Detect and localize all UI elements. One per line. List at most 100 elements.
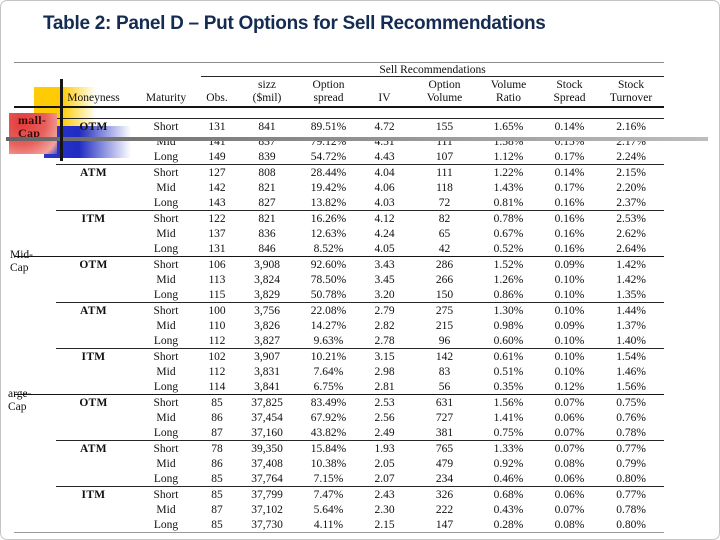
cell: OTM bbox=[79, 120, 108, 133]
cell: 12.63% bbox=[310, 227, 347, 240]
cell: 7.47% bbox=[301, 486, 356, 502]
cell: ITM bbox=[56, 348, 131, 364]
cell: 0.78% bbox=[476, 210, 541, 226]
cell: 0.43% bbox=[493, 503, 524, 516]
cell: 4.43 bbox=[374, 150, 395, 163]
cell: 821 bbox=[233, 210, 301, 226]
cell: 155 bbox=[435, 120, 454, 133]
cell: OTM bbox=[56, 394, 131, 410]
cell: 2.15% bbox=[598, 164, 665, 180]
cell: 1.35% bbox=[616, 288, 646, 301]
cell: 2.20% bbox=[616, 181, 646, 194]
spacer-cell bbox=[14, 287, 56, 303]
cell: 0.10% bbox=[541, 348, 598, 364]
cell: 275 bbox=[413, 302, 476, 318]
table-row: Long 85 37,730 4.11% 2.15 147 0.28% 0.08% 0.80% bbox=[14, 517, 664, 533]
cell: Mid bbox=[156, 227, 176, 240]
cell: 266 bbox=[435, 273, 454, 286]
gray-horizontal-line-decoration bbox=[6, 137, 708, 141]
table-row: Mid 87 37,102 5.64% 2.30 222 0.43% 0.07% 0.78% bbox=[14, 502, 664, 517]
cell: Long bbox=[153, 242, 179, 255]
cell: 37,102 bbox=[251, 503, 283, 516]
cell: 85 bbox=[201, 486, 233, 502]
cell: 0.14% bbox=[554, 120, 585, 133]
cell: 127 bbox=[201, 164, 233, 180]
cell: Mid bbox=[156, 181, 176, 194]
cell: ATM bbox=[56, 440, 131, 456]
cell: 143 bbox=[208, 196, 226, 209]
spacer-cell bbox=[14, 349, 56, 365]
table-row: Mid 142 821 19.42% 4.06 118 1.43% 0.17% 2.20% bbox=[14, 180, 664, 195]
cell: Mid bbox=[156, 457, 176, 470]
cell: 107 bbox=[435, 150, 454, 163]
cell: 2.24% bbox=[616, 150, 646, 163]
cell: 836 bbox=[258, 227, 276, 240]
spacer-cell bbox=[14, 226, 56, 241]
table-row: Long 87 37,160 43.82% 2.49 381 0.75% 0.07% 0.78% bbox=[14, 425, 664, 441]
cell: 2.05 bbox=[374, 457, 395, 470]
spacer-cell bbox=[14, 441, 56, 457]
cell: 112 bbox=[208, 365, 226, 378]
cell: 2.98 bbox=[374, 365, 395, 378]
cell: 839 bbox=[258, 150, 276, 163]
table-row: Mid 113 3,824 78.50% 3.45 266 1.26% 0.10% 1.42% bbox=[14, 272, 664, 287]
cell: 808 bbox=[233, 164, 301, 180]
cell: 1.46% bbox=[616, 365, 646, 378]
cell: 2.53% bbox=[598, 210, 665, 226]
cell bbox=[56, 456, 131, 471]
cell bbox=[56, 195, 131, 211]
cell: 1.26% bbox=[493, 273, 524, 286]
cell: 131 bbox=[208, 242, 226, 255]
cell: 1.40% bbox=[616, 334, 646, 347]
cell: 111 bbox=[413, 164, 476, 180]
cell: 0.10% bbox=[541, 302, 598, 318]
cell: 0.77% bbox=[598, 486, 665, 502]
table-row: Long 114 3,841 6.75% 2.81 56 0.35% 0.12% 1.56% bbox=[14, 379, 664, 395]
cell: 78.50% bbox=[310, 273, 347, 286]
spacer-cell bbox=[14, 195, 56, 211]
cell: Short bbox=[131, 256, 201, 272]
cell: 50.78% bbox=[310, 288, 347, 301]
cell: 37,764 bbox=[251, 472, 283, 485]
spacer-cell bbox=[14, 502, 56, 517]
cell bbox=[56, 517, 131, 533]
cell: ITM bbox=[56, 210, 131, 226]
cell: 0.75% bbox=[598, 394, 665, 410]
cell: 0.60% bbox=[493, 334, 524, 347]
cell: 0.17% bbox=[554, 150, 585, 163]
cell bbox=[56, 502, 131, 517]
table-row: ITM Short 85 37,799 7.47% 2.43 326 0.68% 0.06% 0.… bbox=[14, 486, 665, 503]
cell: 1.93 bbox=[356, 440, 413, 456]
cell: 86 bbox=[211, 411, 223, 424]
cell: 6.75% bbox=[313, 380, 344, 393]
table-row: ATM Short 100 3,756 22.08% 2.79 275 1.30% 0.10% 1… bbox=[14, 302, 665, 318]
cell: 67.92% bbox=[310, 411, 347, 424]
cell: 0.06% bbox=[554, 411, 585, 424]
cell: ITM bbox=[56, 486, 131, 502]
table-row: ATM Short 78 39,350 15.84% 1.93 765 1.33% 0.07% 0… bbox=[14, 440, 665, 457]
cell: 118 bbox=[436, 181, 453, 194]
cell: 14.27% bbox=[310, 319, 347, 332]
cell bbox=[56, 471, 131, 487]
cell: 286 bbox=[413, 256, 476, 272]
header-gap-cell bbox=[14, 107, 665, 119]
cell: 2.53 bbox=[356, 394, 413, 410]
cell: 10.38% bbox=[310, 457, 347, 470]
cell: Short bbox=[131, 302, 201, 318]
cell: 4.11% bbox=[313, 518, 344, 531]
table-row: Long 85 37,764 7.15% 2.07 234 0.46% 0.06% 0.80% bbox=[14, 471, 664, 487]
cell: 2.78 bbox=[374, 334, 395, 347]
cell bbox=[56, 272, 131, 287]
cell: Long bbox=[153, 472, 179, 485]
cell: 2.49 bbox=[374, 426, 395, 439]
cell: 1.33% bbox=[476, 440, 541, 456]
cell: 9.63% bbox=[313, 334, 344, 347]
col-header-maturity: Maturity bbox=[131, 76, 201, 108]
cell: 147 bbox=[435, 518, 454, 531]
cell: Mid bbox=[156, 411, 176, 424]
cell: 2.56 bbox=[374, 411, 395, 424]
cell: 1.43% bbox=[493, 181, 524, 194]
cell: 4.24 bbox=[374, 227, 395, 240]
spacer-cell bbox=[14, 487, 56, 503]
cell: 0.92% bbox=[493, 457, 524, 470]
